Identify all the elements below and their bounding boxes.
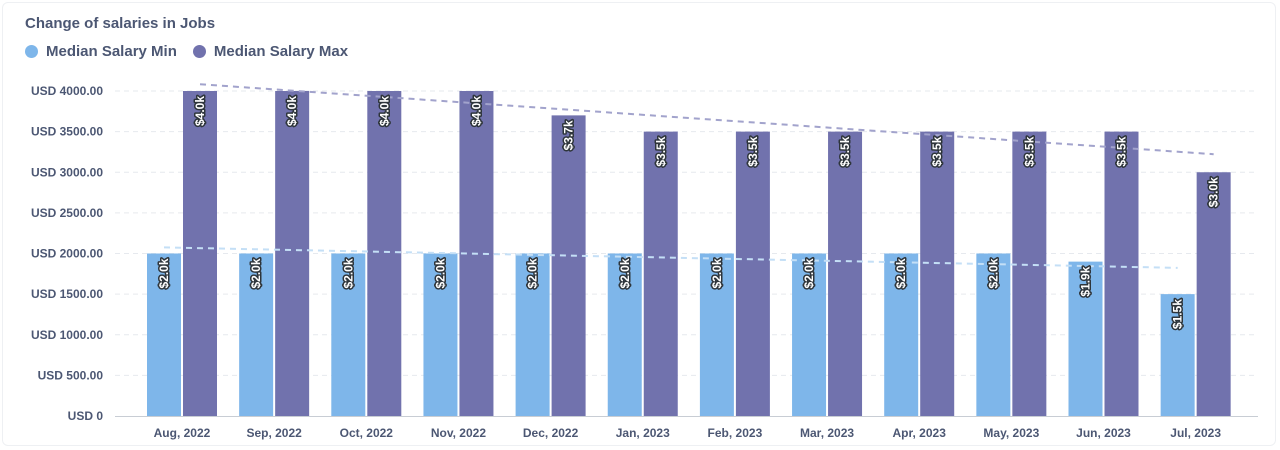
data-label: $3.0k [1207, 177, 1221, 207]
bar-max [367, 91, 402, 416]
bar-min [607, 253, 642, 416]
x-tick-label: Aug, 2022 [154, 426, 211, 440]
legend-dot-min [25, 45, 38, 58]
x-tick-label: Jun, 2023 [1076, 426, 1131, 440]
legend-dot-max [192, 45, 206, 58]
bar-max [643, 131, 678, 416]
data-label: $1.5k [1171, 299, 1185, 329]
data-label: $2.0k [802, 258, 816, 288]
data-label: $2.0k [157, 258, 171, 288]
bar-max [828, 131, 863, 416]
data-label: $1.9k [1079, 266, 1093, 296]
bar-min [331, 253, 366, 416]
x-tick-label: Sep, 2022 [246, 426, 302, 440]
chart-legend: Median Salary Min Median Salary Max [25, 43, 364, 60]
data-label: $3.5k [930, 136, 944, 166]
data-label: $4.0k [469, 96, 483, 126]
data-label: $2.0k [433, 258, 447, 288]
data-label: $4.0k [377, 96, 391, 126]
bar-min [792, 253, 827, 416]
chart-title: Change of salaries in Jobs [25, 15, 216, 32]
data-label: $3.5k [654, 136, 668, 166]
data-label: $3.5k [746, 136, 760, 166]
x-tick-label: Feb, 2023 [708, 426, 763, 440]
data-label: $3.5k [1115, 136, 1129, 166]
legend-item-max[interactable]: Median Salary Max [192, 43, 349, 60]
data-label: $3.5k [1022, 136, 1036, 166]
bar-max [551, 115, 586, 416]
y-tick-label: USD 3500.00 [31, 125, 103, 139]
bar-max [275, 91, 310, 416]
bar-min [147, 253, 181, 416]
trend-line-min [163, 246, 1178, 269]
data-label: $4.0k [285, 96, 299, 126]
bar-max [183, 91, 217, 416]
bar-min [423, 253, 458, 416]
bar-max [920, 131, 955, 416]
data-label: $2.0k [249, 258, 263, 288]
x-tick-label: Jan, 2023 [616, 426, 670, 440]
bar-min [515, 253, 550, 416]
data-label: $2.0k [894, 258, 908, 288]
bar-max [1012, 131, 1047, 416]
data-label: $3.7k [562, 120, 576, 150]
data-label: $2.0k [526, 258, 540, 288]
x-tick-label: May, 2023 [983, 426, 1039, 440]
x-tick-label: Dec, 2022 [523, 426, 579, 440]
y-tick-label: USD 1500.00 [31, 287, 103, 301]
data-label: $2.0k [618, 258, 632, 288]
bar-min [1160, 294, 1195, 416]
bar-max [1104, 131, 1139, 416]
data-label: $2.0k [986, 258, 1000, 288]
bar-min [976, 253, 1011, 416]
data-label: $4.0k [193, 96, 207, 126]
legend-label-min: Median Salary Min [46, 43, 177, 60]
y-tick-label: USD 4000.00 [31, 84, 103, 98]
bar-min [699, 253, 734, 416]
y-tick-label: USD 500.00 [38, 368, 104, 382]
bar-min [1068, 261, 1103, 416]
trend-line-max [199, 83, 1214, 156]
legend-item-min[interactable]: Median Salary Min [25, 43, 177, 60]
legend-label-max: Median Salary Max [213, 43, 349, 60]
x-tick-label: Apr, 2023 [893, 426, 947, 440]
data-label: $3.5k [838, 136, 852, 166]
bar-max [735, 131, 770, 416]
y-tick-label: USD 0 [68, 409, 104, 423]
data-label: $2.0k [341, 258, 355, 288]
y-tick-label: USD 2500.00 [31, 206, 103, 220]
y-tick-label: USD 1000.00 [31, 328, 103, 342]
x-tick-label: Mar, 2023 [800, 426, 854, 440]
x-tick-label: Nov, 2022 [431, 426, 486, 440]
x-tick-label: Jul, 2023 [1170, 426, 1221, 440]
data-label: $2.0k [710, 258, 724, 288]
y-tick-label: USD 3000.00 [31, 165, 103, 179]
x-tick-label: Oct, 2022 [340, 426, 394, 440]
bar-min [884, 253, 919, 416]
bar-max [1196, 172, 1231, 416]
bar-min [239, 253, 274, 416]
y-tick-label: USD 2000.00 [31, 247, 103, 261]
